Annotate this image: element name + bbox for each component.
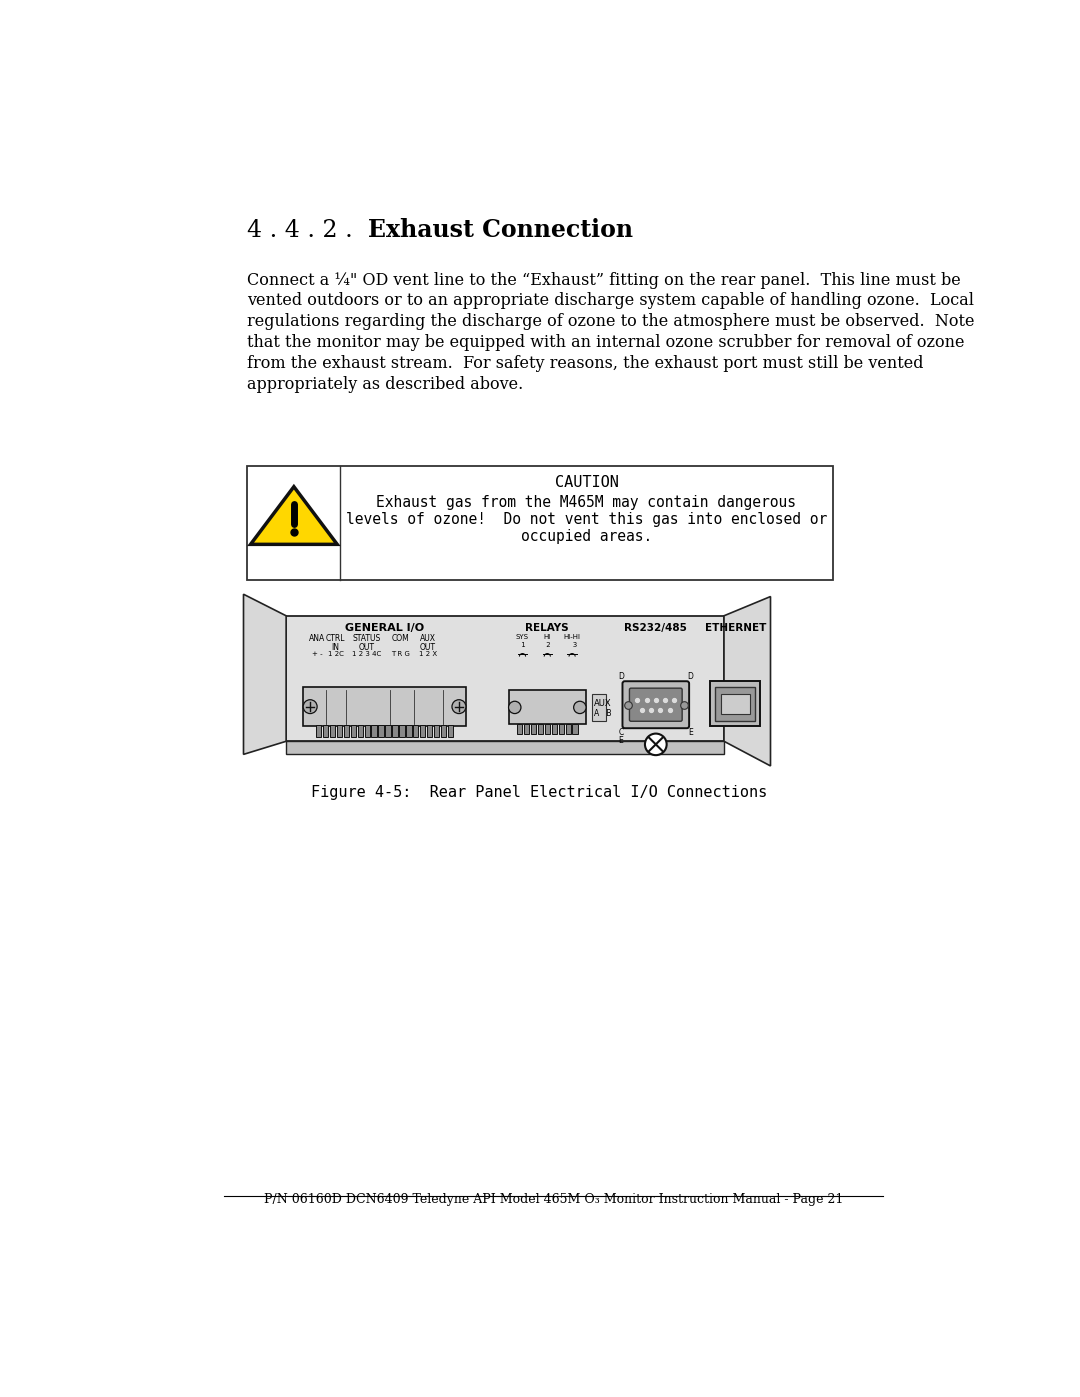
Text: levels of ozone!  Do not vent this gas into enclosed or: levels of ozone! Do not vent this gas in…	[346, 511, 827, 527]
Bar	[516, 724, 522, 735]
Text: vented outdoors or to an appropriate discharge system capable of handling ozone.: vented outdoors or to an appropriate dis…	[247, 292, 974, 309]
Bar	[566, 724, 571, 735]
Bar	[286, 616, 724, 742]
Bar	[386, 725, 391, 736]
Text: Figure 4-5:  Rear Panel Electrical I/O Connections: Figure 4-5: Rear Panel Electrical I/O Co…	[311, 785, 767, 800]
Bar	[365, 725, 370, 736]
Circle shape	[645, 733, 666, 756]
Polygon shape	[243, 594, 286, 754]
Bar	[721, 693, 750, 714]
Bar	[558, 724, 564, 735]
Bar	[357, 725, 363, 736]
Text: D: D	[688, 672, 693, 682]
Text: 1 2C: 1 2C	[328, 651, 343, 657]
Text: T R G: T R G	[391, 651, 410, 657]
Text: from the exhaust stream.  For safety reasons, the exhaust port must still be ven: from the exhaust stream. For safety reas…	[247, 355, 923, 372]
Bar	[538, 724, 543, 735]
Bar	[530, 724, 536, 735]
Bar	[337, 725, 342, 736]
Text: ANA: ANA	[309, 634, 325, 643]
Text: AUX: AUX	[594, 698, 611, 708]
Text: HI-HI
   3: HI-HI 3	[564, 634, 581, 648]
Bar	[434, 725, 440, 736]
Text: A   B: A B	[594, 710, 611, 718]
Bar	[406, 725, 411, 736]
Bar	[286, 742, 724, 753]
Text: AUX: AUX	[420, 634, 436, 643]
Text: GENERAL I/O: GENERAL I/O	[345, 623, 424, 633]
Text: CTRL: CTRL	[326, 634, 346, 643]
Bar	[392, 725, 397, 736]
Polygon shape	[724, 597, 770, 766]
Bar	[413, 725, 418, 736]
Text: + -: + -	[312, 651, 323, 657]
Circle shape	[303, 700, 318, 714]
Text: CAUTION: CAUTION	[554, 475, 619, 490]
Text: IN: IN	[332, 643, 340, 652]
FancyBboxPatch shape	[622, 682, 689, 728]
Bar	[247, 465, 833, 580]
Bar	[329, 725, 335, 736]
Text: COM: COM	[392, 634, 409, 643]
Text: STATUS: STATUS	[352, 634, 381, 643]
Text: RELAYS: RELAYS	[526, 623, 569, 633]
Bar	[509, 690, 586, 725]
Bar	[316, 725, 322, 736]
Text: OUT: OUT	[359, 643, 375, 652]
Bar	[544, 724, 550, 735]
Bar	[323, 725, 328, 736]
Text: 4 . 4 . 2 .: 4 . 4 . 2 .	[247, 219, 353, 242]
Text: Exhaust gas from the M465M may contain dangerous: Exhaust gas from the M465M may contain d…	[377, 495, 796, 510]
Text: P/N 06160D DCN6409 Teledyne API Model 465M O₃ Monitor Instruction Manual - Page : P/N 06160D DCN6409 Teledyne API Model 46…	[264, 1193, 843, 1207]
Circle shape	[509, 701, 521, 714]
Bar	[710, 682, 760, 726]
Bar	[552, 724, 557, 735]
Text: regulations regarding the discharge of ozone to the atmosphere must be observed.: regulations regarding the discharge of o…	[247, 313, 975, 330]
Bar	[715, 686, 755, 721]
FancyBboxPatch shape	[630, 689, 683, 721]
Text: Connect a ¼" OD vent line to the “Exhaust” fitting on the rear panel.  This line: Connect a ¼" OD vent line to the “Exhaus…	[247, 271, 961, 289]
Text: SYS
 1: SYS 1	[516, 634, 529, 648]
Text: 1 2 3 4C: 1 2 3 4C	[352, 651, 381, 657]
Bar	[592, 694, 606, 721]
Bar	[420, 725, 426, 736]
Text: occupied areas.: occupied areas.	[521, 529, 652, 543]
Circle shape	[451, 700, 465, 714]
Bar	[372, 725, 377, 736]
Text: D: D	[618, 672, 624, 682]
Bar	[343, 725, 349, 736]
Bar	[427, 725, 432, 736]
Text: appropriately as described above.: appropriately as described above.	[247, 376, 524, 393]
Text: HI
 2: HI 2	[543, 634, 551, 648]
Bar	[400, 725, 405, 736]
Text: 1 2 X: 1 2 X	[419, 651, 437, 657]
Bar	[351, 725, 356, 736]
Bar	[524, 724, 529, 735]
Polygon shape	[251, 486, 337, 545]
Text: E: E	[688, 728, 693, 738]
Text: Exhaust Connection: Exhaust Connection	[367, 218, 633, 242]
Text: C: C	[618, 728, 623, 738]
Text: that the monitor may be equipped with an internal ozone scrubber for removal of : that the monitor may be equipped with an…	[247, 334, 964, 351]
Text: RS232/485: RS232/485	[624, 623, 687, 633]
Bar	[441, 725, 446, 736]
Circle shape	[573, 701, 586, 714]
Text: E: E	[619, 736, 623, 745]
Text: ETHERNET: ETHERNET	[704, 623, 766, 633]
Bar	[303, 687, 465, 726]
Bar	[378, 725, 383, 736]
Bar	[572, 724, 578, 735]
Bar	[448, 725, 454, 736]
Text: OUT: OUT	[420, 643, 436, 652]
